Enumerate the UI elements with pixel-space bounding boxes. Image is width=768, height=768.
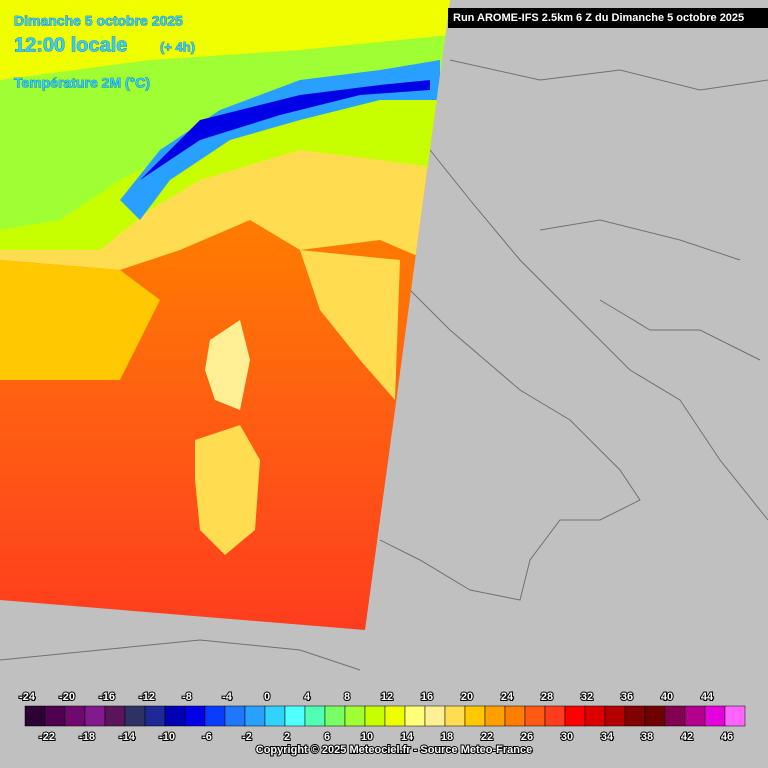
color-swatch — [584, 705, 606, 727]
tick-label: 6 — [324, 731, 330, 743]
color-swatch — [304, 705, 326, 727]
tick-label: -16 — [99, 691, 115, 703]
tick-label: 12 — [381, 691, 393, 703]
time-offset: (+ 4h) — [160, 39, 195, 54]
color-swatch — [664, 705, 686, 727]
color-swatch — [164, 705, 186, 727]
model-domain — [0, 0, 450, 630]
tick-label: -14 — [119, 731, 136, 743]
tick-label: 40 — [661, 691, 673, 703]
color-swatch — [604, 705, 626, 727]
tick-label: -20 — [59, 691, 75, 703]
tick-label: 42 — [681, 731, 693, 743]
tick-label: 8 — [344, 691, 350, 703]
tick-label: 46 — [721, 731, 733, 743]
tick-label: -8 — [182, 691, 192, 703]
color-swatch — [364, 705, 386, 727]
tick-label: -6 — [202, 731, 212, 743]
tick-label: 38 — [641, 731, 653, 743]
color-swatch — [44, 705, 66, 727]
color-swatch — [324, 705, 346, 727]
color-swatch — [284, 705, 306, 727]
color-swatch — [64, 705, 86, 727]
color-swatch — [444, 705, 466, 727]
run-banner — [448, 8, 768, 28]
tick-label: 24 — [501, 691, 514, 703]
outside-borders — [0, 59, 768, 671]
tick-label: -4 — [222, 691, 233, 703]
color-swatch — [424, 705, 446, 727]
color-swatch — [204, 705, 226, 727]
color-swatch — [484, 705, 506, 727]
tick-label: 30 — [561, 731, 573, 743]
colorbar: -24-22-20-18-16-14-12-10-8-6-4-202468101… — [18, 690, 746, 744]
variable: Température 2M (°C) — [14, 75, 150, 91]
color-swatch — [184, 705, 206, 727]
color-swatch — [524, 705, 546, 727]
color-swatch — [544, 705, 566, 727]
tick-label: 44 — [701, 691, 714, 703]
color-swatch — [564, 705, 586, 727]
tick-label: 36 — [621, 691, 633, 703]
tick-label: -10 — [159, 731, 175, 743]
color-swatch — [724, 705, 746, 727]
color-swatch — [84, 705, 106, 727]
tick-label: 32 — [581, 691, 593, 703]
color-swatch — [104, 705, 126, 727]
tick-label: -2 — [242, 731, 252, 743]
tick-label: 4 — [304, 691, 311, 703]
color-swatch — [384, 705, 406, 727]
date: Dimanche 5 octobre 2025 — [14, 13, 183, 29]
color-swatch — [464, 705, 486, 727]
color-swatch — [224, 705, 246, 727]
tick-label: 26 — [521, 731, 533, 743]
color-swatch — [644, 705, 666, 727]
tick-label: 18 — [441, 731, 453, 743]
color-swatch — [144, 705, 166, 727]
tick-label: -24 — [19, 691, 36, 703]
tick-label: 16 — [421, 691, 433, 703]
tick-label: 22 — [481, 731, 493, 743]
color-swatch — [624, 705, 646, 727]
tick-label: 2 — [284, 731, 290, 743]
tick-label: -12 — [139, 691, 155, 703]
tick-label: 34 — [601, 731, 614, 743]
color-swatch — [684, 705, 706, 727]
color-swatch — [244, 705, 266, 727]
color-swatch — [124, 705, 146, 727]
tick-label: 14 — [401, 731, 414, 743]
tick-label: 10 — [361, 731, 373, 743]
color-swatch — [704, 705, 726, 727]
tick-label: -18 — [79, 731, 95, 743]
color-swatch — [264, 705, 286, 727]
color-swatch — [24, 705, 46, 727]
copyright: Copyright © 2025 Meteociel.fr - Source M… — [256, 744, 532, 756]
tick-label: -22 — [39, 731, 55, 743]
tick-label: 0 — [264, 691, 270, 703]
color-swatch — [504, 705, 526, 727]
tick-label: 28 — [541, 691, 553, 703]
color-swatch — [404, 705, 426, 727]
time: 12:00 locale — [14, 34, 127, 56]
tick-label: 20 — [461, 691, 473, 703]
color-swatch — [344, 705, 366, 727]
run-info: Run AROME-IFS 2.5km 6 Z du Dimanche 5 oc… — [453, 12, 744, 24]
